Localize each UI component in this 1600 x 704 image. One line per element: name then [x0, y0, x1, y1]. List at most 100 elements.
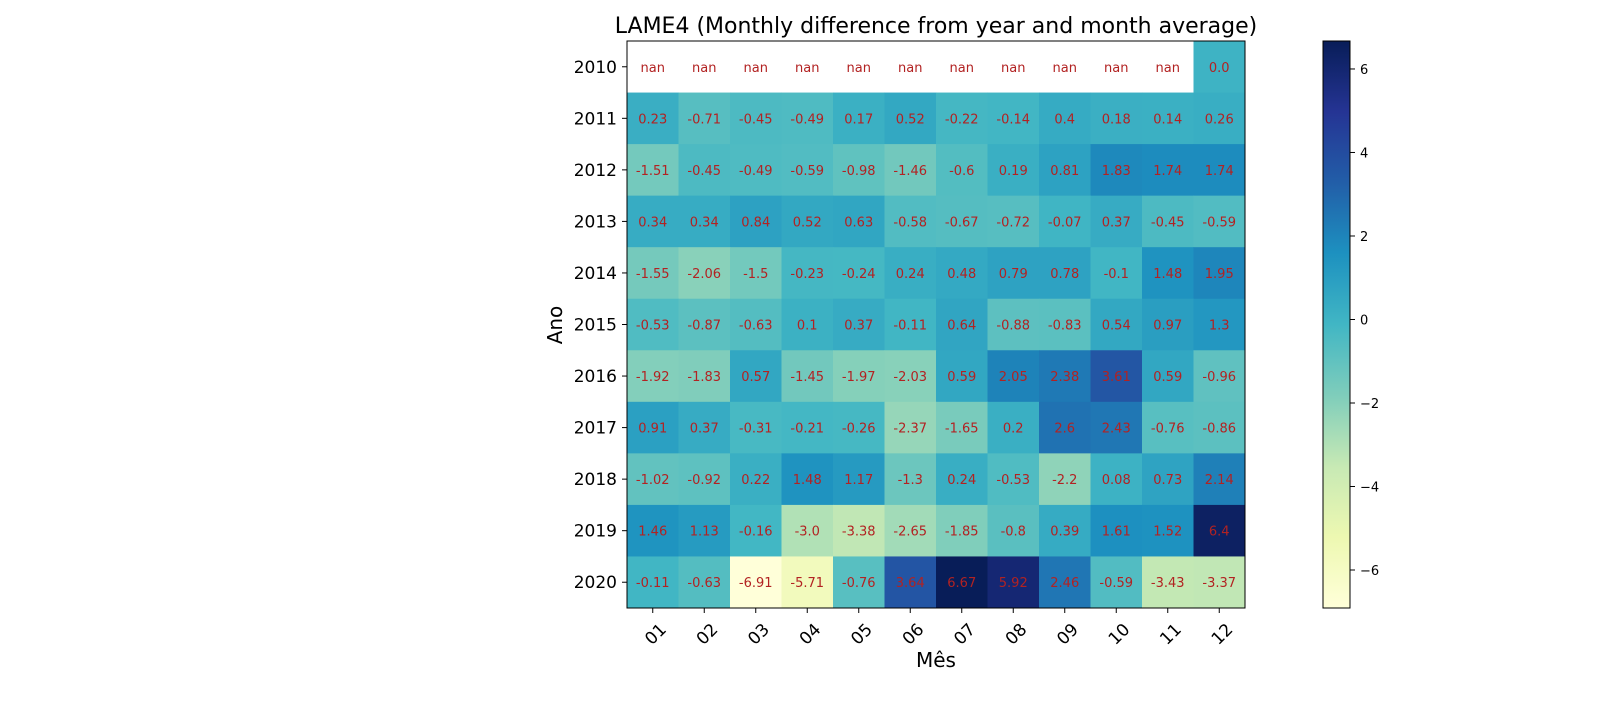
- cell-value-label: 0.81: [1050, 164, 1079, 179]
- heatmap-cell: [833, 298, 885, 351]
- cell-value-label: -0.49: [790, 112, 824, 127]
- cell-value-label: nan: [847, 61, 871, 76]
- heatmap-cell: [627, 453, 679, 506]
- heatmap-cell: [627, 92, 679, 145]
- cell-value-label: 3.64: [896, 576, 925, 591]
- heatmap-cell: [781, 350, 834, 403]
- cell-value-label: 0.18: [1102, 112, 1131, 127]
- cell-value-label: -0.53: [636, 319, 670, 334]
- heatmap-cell: [833, 92, 885, 145]
- heatmap-cell: [987, 41, 1040, 94]
- cell-value-label: -1.02: [636, 473, 670, 488]
- chart-title: LAME4 (Monthly difference from year and …: [615, 14, 1257, 39]
- cell-value-label: -1.85: [945, 525, 979, 540]
- cell-value-label: -0.8: [1001, 525, 1026, 540]
- heatmap-cell: [1090, 247, 1143, 300]
- heatmap-cell: [987, 350, 1040, 403]
- cell-value-label: 1.48: [1153, 267, 1182, 282]
- heatmap-cell: [781, 504, 834, 557]
- heatmap-cell: [833, 144, 885, 197]
- cell-value-label: 0.37: [844, 319, 873, 334]
- cell-value-label: -1.83: [687, 370, 721, 385]
- cell-value-label: -0.26: [842, 422, 876, 437]
- cell-value-label: 0.24: [896, 267, 925, 282]
- x-tick-label: 06: [899, 620, 928, 649]
- heatmap-cell: [1090, 144, 1143, 197]
- x-tick-label: 05: [847, 620, 876, 649]
- heatmap-cell: [1193, 195, 1246, 248]
- heatmap-cell: [987, 401, 1040, 454]
- cell-value-label: 0.23: [638, 112, 667, 127]
- heatmap-cell: [1142, 504, 1194, 557]
- heatmap-cell: [1142, 195, 1194, 248]
- x-axis-ticks: 01 02 03 04 05 06 07 08 09 10 11 12: [641, 608, 1237, 649]
- cell-value-label: -1.46: [893, 164, 927, 179]
- cell-value-label: -1.65: [945, 422, 979, 437]
- cell-value-label: -1.97: [842, 370, 876, 385]
- cell-value-label: -0.45: [739, 112, 773, 127]
- y-tick-label: 2020: [574, 573, 617, 593]
- y-tick-label: 2015: [574, 316, 617, 336]
- heatmap-cell: [678, 453, 731, 506]
- heatmap-cell: [627, 144, 679, 197]
- heatmap-cell: [987, 195, 1040, 248]
- cell-value-label: 0.91: [638, 422, 667, 437]
- colorbar-tick-label: 2: [1360, 230, 1368, 245]
- cell-value-label: -0.72: [996, 215, 1030, 230]
- colorbar-tick-label: −4: [1360, 481, 1379, 496]
- heatmap-cell: [781, 92, 834, 145]
- heatmap-cell: [627, 195, 679, 248]
- heatmap-cell: [627, 298, 679, 351]
- cell-value-label: 2.38: [1050, 370, 1079, 385]
- cell-value-label: -0.16: [739, 525, 773, 540]
- cell-value-label: -6.91: [739, 576, 773, 591]
- heatmap-cell: [730, 247, 782, 300]
- heatmap-cell: [833, 504, 885, 557]
- heatmap-cell: [936, 41, 988, 94]
- heatmap-cell: [1090, 92, 1143, 145]
- heatmap-cell: [1142, 247, 1194, 300]
- x-axis-label: Mês: [916, 648, 956, 672]
- heatmap-cell: [1142, 350, 1194, 403]
- cell-value-label: -0.76: [1151, 422, 1185, 437]
- heatmap-cell: [678, 195, 731, 248]
- heatmap-cell: [678, 504, 731, 557]
- heatmap-cell: [1193, 92, 1246, 145]
- cell-value-label: 0.17: [844, 112, 873, 127]
- cell-value-label: 0.63: [844, 215, 873, 230]
- heatmap-cell: [730, 41, 782, 94]
- heatmap-cell: [1193, 504, 1246, 557]
- cell-value-label: 0.2: [1003, 422, 1024, 437]
- cell-value-label: 0.37: [690, 422, 719, 437]
- cell-value-label: 1.17: [844, 473, 873, 488]
- heatmap-cell: [1090, 401, 1143, 454]
- cell-value-label: 0.39: [1050, 525, 1079, 540]
- cell-value-label: nan: [692, 61, 716, 76]
- cell-value-label: 0.4: [1054, 112, 1075, 127]
- heatmap-cell: [1193, 556, 1246, 609]
- cell-value-label: nan: [1053, 61, 1077, 76]
- cell-value-label: -0.59: [790, 164, 824, 179]
- cell-value-label: 0.34: [638, 215, 667, 230]
- y-tick-label: 2013: [574, 212, 617, 232]
- cell-value-label: -0.22: [945, 112, 979, 127]
- heatmap-cell: [1090, 41, 1143, 94]
- cell-value-label: -0.98: [842, 164, 876, 179]
- heatmap-cell: [678, 401, 731, 454]
- x-tick-label: 11: [1156, 620, 1185, 649]
- cell-value-label: -0.59: [1202, 215, 1236, 230]
- y-tick-label: 2014: [574, 264, 617, 284]
- heatmap-cell: [936, 401, 988, 454]
- heatmap-cell: [1090, 298, 1143, 351]
- heatmap-cell: [1142, 298, 1194, 351]
- cell-value-label: nan: [641, 61, 665, 76]
- cell-value-label: 6.4: [1209, 525, 1230, 540]
- cell-value-label: -3.43: [1151, 576, 1185, 591]
- cell-value-label: 0.73: [1153, 473, 1182, 488]
- cell-value-label: -3.37: [1202, 576, 1236, 591]
- cell-value-label: -2.2: [1052, 473, 1077, 488]
- heatmap-cell: [936, 247, 988, 300]
- heatmap-cell: [781, 298, 834, 351]
- cell-value-label: 1.52: [1153, 525, 1182, 540]
